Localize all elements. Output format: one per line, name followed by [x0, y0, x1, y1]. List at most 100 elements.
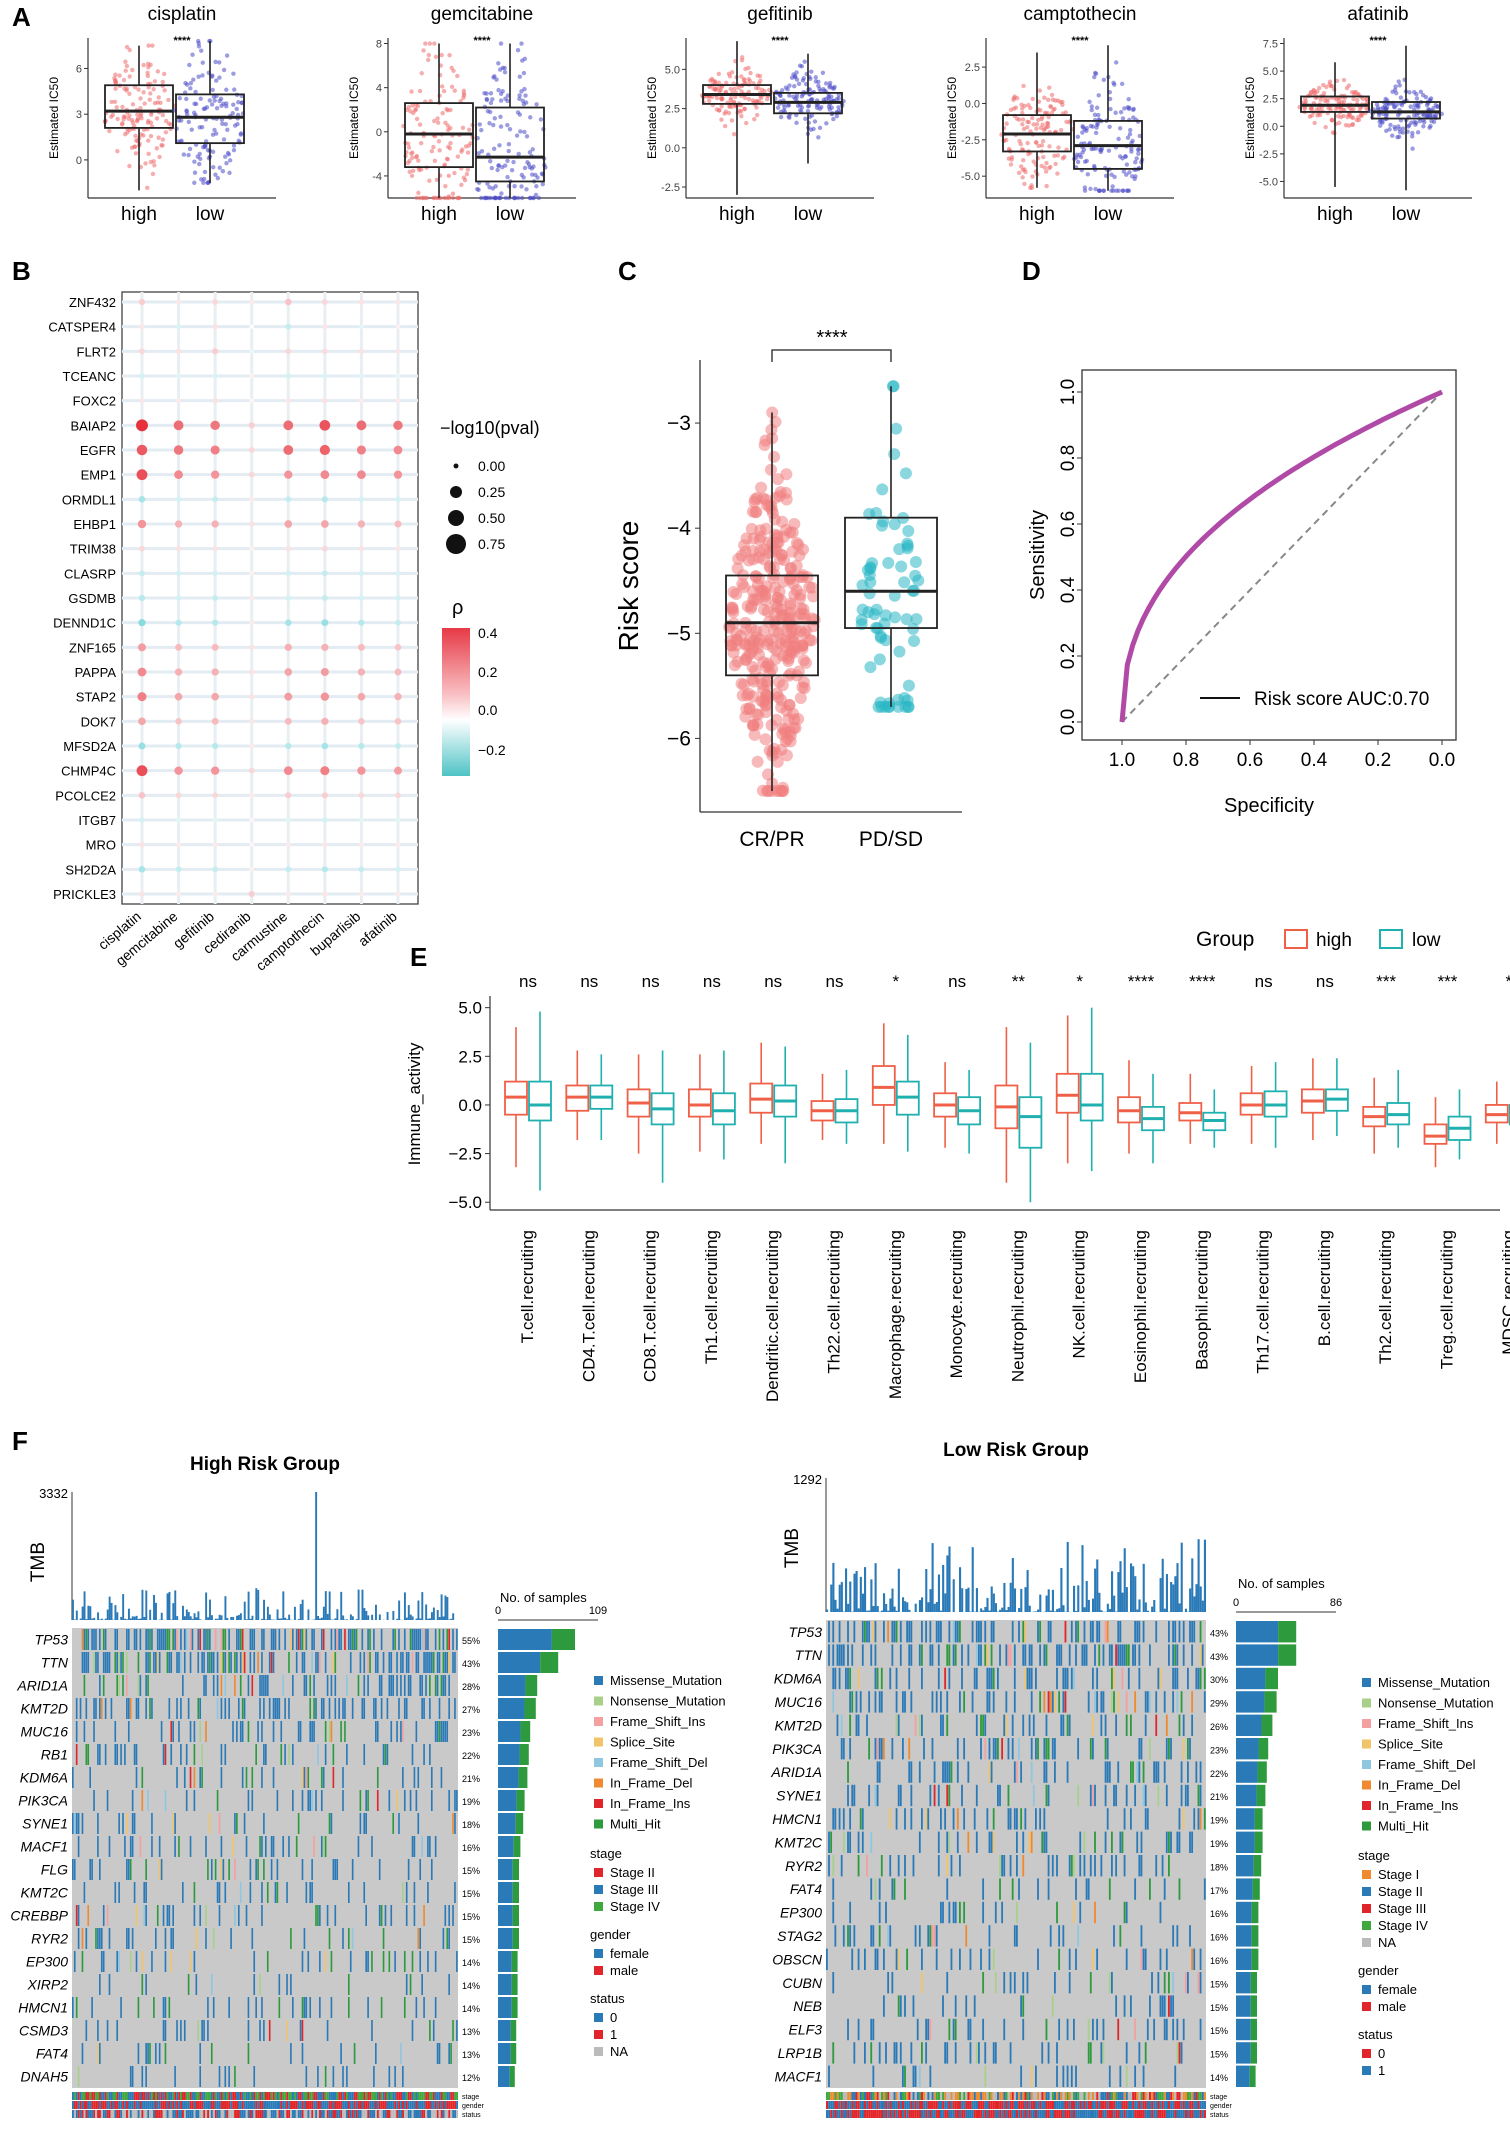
- panel-f-low-mutation-cell: [921, 1667, 923, 1690]
- panel-f-high-track-cell: [249, 2101, 252, 2109]
- panel-f-low-mutation-cell: [832, 1644, 835, 1666]
- panel-f-high-track-cell: [91, 2110, 94, 2118]
- panel-f-low-mutation-cell: [1075, 1621, 1077, 1643]
- panel-a-point: [719, 104, 724, 109]
- panel-f-low-tmb-bar: [826, 1609, 829, 1612]
- panel-f-high-mutation-cell: [336, 1629, 339, 1650]
- panel-f-high-track-label: gender: [462, 2103, 484, 2110]
- panel-f-low-tmb-bar: [1081, 1545, 1084, 1612]
- panel-f-low-mutation-cell: [1193, 1621, 1196, 1643]
- panel-a-point: [1360, 96, 1366, 102]
- panel-f-low-mutation-cell: [1098, 1644, 1101, 1666]
- panel-f-low-pct-label: 23%: [1210, 1745, 1228, 1755]
- panel-b-dot: [175, 643, 183, 651]
- panel-f-high-mutation-cell: [222, 1652, 225, 1673]
- panel-f-high-mutation-cell: [427, 1652, 429, 1673]
- panel-c-point: [777, 784, 790, 797]
- panel-f-high-mutation-cell: [193, 1882, 196, 1903]
- panel-b-dot: [394, 766, 402, 775]
- panel-f-high-track-cell: [122, 2101, 125, 2109]
- panel-f-low-mutation-cell: [1096, 1667, 1099, 1690]
- panel-a-point: [136, 87, 141, 92]
- panel-b-dot: [174, 692, 183, 701]
- panel-b-dot: [248, 471, 255, 478]
- panel-f-high-mutation-cell: [434, 1675, 437, 1696]
- panel-f-high-track-cell: [332, 2092, 335, 2100]
- panel-f-high-track-cell: [201, 2092, 204, 2100]
- panel-f-low-mutation-cell: [1024, 1621, 1027, 1643]
- panel-a-point: [1424, 102, 1430, 108]
- panel-a-point: [1351, 96, 1356, 102]
- panel-f-low-gene-label: SYNE1: [776, 1788, 822, 1804]
- panel-a-point: [148, 133, 154, 139]
- panel-f-high-track-cell: [126, 2092, 128, 2100]
- panel-f-high-track-cell: [160, 2092, 163, 2100]
- panel-f-high-mutation-cell: [224, 1629, 227, 1650]
- panel-f-high-mutation-cell: [290, 1928, 292, 1949]
- panel-f-low-mutation-cell: [897, 1855, 900, 1877]
- panel-f-high-mutation-cell: [209, 1813, 211, 1834]
- panel-f-high-mutation-cell: [319, 1905, 321, 1926]
- panel-f-high-tmb-bar: [415, 1618, 418, 1620]
- panel-f-low-mutation-cell: [1077, 1621, 1080, 1643]
- panel-f-high-mutation-cell: [93, 1652, 95, 1673]
- panel-b-dot: [175, 324, 182, 330]
- panel-f-high-mutation-cell: [135, 1744, 138, 1765]
- panel-f-high-mutation-cell: [378, 1859, 381, 1880]
- panel-a-point: [1122, 106, 1127, 111]
- panel-f-high-mutation-cell: [141, 1951, 144, 1972]
- panel-f-high-mutation-cell: [220, 1698, 223, 1719]
- panel-b-gene-label: FOXC2: [73, 394, 116, 409]
- panel-f-high-mutation-cell: [450, 2043, 452, 2064]
- panel-a-point: [539, 171, 545, 176]
- panel-a-point: [1125, 135, 1131, 140]
- panel-a-point: [217, 98, 222, 104]
- panel-f-high-tmb-bar: [293, 1606, 296, 1620]
- panel-f-low-mutation-cell: [832, 1855, 835, 1877]
- panel-f-high-pct-label: 23%: [462, 1728, 480, 1738]
- panel-f-low-mutation-cell: [982, 1714, 985, 1736]
- panel-f-high-track-cell: [257, 2092, 260, 2100]
- panel-f-high-track-cell: [122, 2092, 125, 2100]
- panel-f-low-tmb-bar: [1119, 1561, 1122, 1612]
- panel-f-low-mutation-cell: [1174, 1621, 1177, 1643]
- panel-f-high-mutation-cell: [427, 1629, 429, 1650]
- panel-f-high-tmb-bar: [452, 1613, 455, 1620]
- panel-f-low-mutation-cell: [1104, 1784, 1107, 1807]
- panel-f-high-tmb-bar: [214, 1618, 217, 1620]
- panel-f-high-mutation-cell: [430, 1767, 433, 1788]
- panel-a-point: [522, 129, 527, 135]
- panel-a-point: [536, 195, 542, 201]
- panel-f-high-track-cell: [307, 2092, 310, 2100]
- panel-f-high-track-cell: [398, 2101, 401, 2109]
- panel-f-high-track-cell: [268, 2110, 271, 2118]
- panel-f-low-mutation-cell: [1138, 1761, 1141, 1783]
- panel-a-point: [419, 141, 424, 146]
- panel-f-high-mutation-cell: [75, 1698, 78, 1719]
- panel-f-high-mutation-cell: [405, 1698, 408, 1719]
- panel-f-high-mutation-cell: [429, 2020, 431, 2041]
- panel-f-high-track-cell: [93, 2101, 96, 2109]
- panel-f-low-mutation-cell: [921, 1714, 923, 1736]
- panel-f-low-mutation-cell: [918, 1644, 921, 1666]
- panel-f-low-tmb-bar: [1087, 1599, 1090, 1612]
- panel-f-high-mutation-cell: [376, 1652, 379, 1673]
- panel-c-y-tick-label: −4: [667, 517, 691, 540]
- panel-f-high-sample-bar: [498, 1721, 521, 1742]
- panel-f-low-mutation-cell: [1083, 1831, 1086, 1853]
- panel-f-high-mutation-cell: [398, 1629, 400, 1650]
- panel-f-low-mutation-cell: [918, 1831, 921, 1853]
- panel-f-low-tmb-bar: [1201, 1600, 1204, 1612]
- panel-f-low-gene-label: KDM6A: [774, 1671, 822, 1687]
- panel-f-high-mutation-cell: [415, 1721, 418, 1742]
- panel-f-high-track-cell: [220, 2092, 223, 2100]
- panel-f-low-tmb-bar: [834, 1599, 837, 1612]
- panel-f-high-mutation-cell: [156, 1629, 159, 1650]
- panel-f-high-mutation-cell: [133, 1882, 136, 1903]
- panel-f-high-gene-label: TTN: [41, 1655, 69, 1671]
- panel-a-point: [133, 151, 139, 156]
- panel-f-high-track-cell: [320, 2101, 323, 2109]
- panel-a-point: [142, 101, 147, 106]
- panel-f-low-mutation-cell: [992, 1667, 995, 1690]
- panel-f-low-mutation-cell: [1132, 1644, 1134, 1666]
